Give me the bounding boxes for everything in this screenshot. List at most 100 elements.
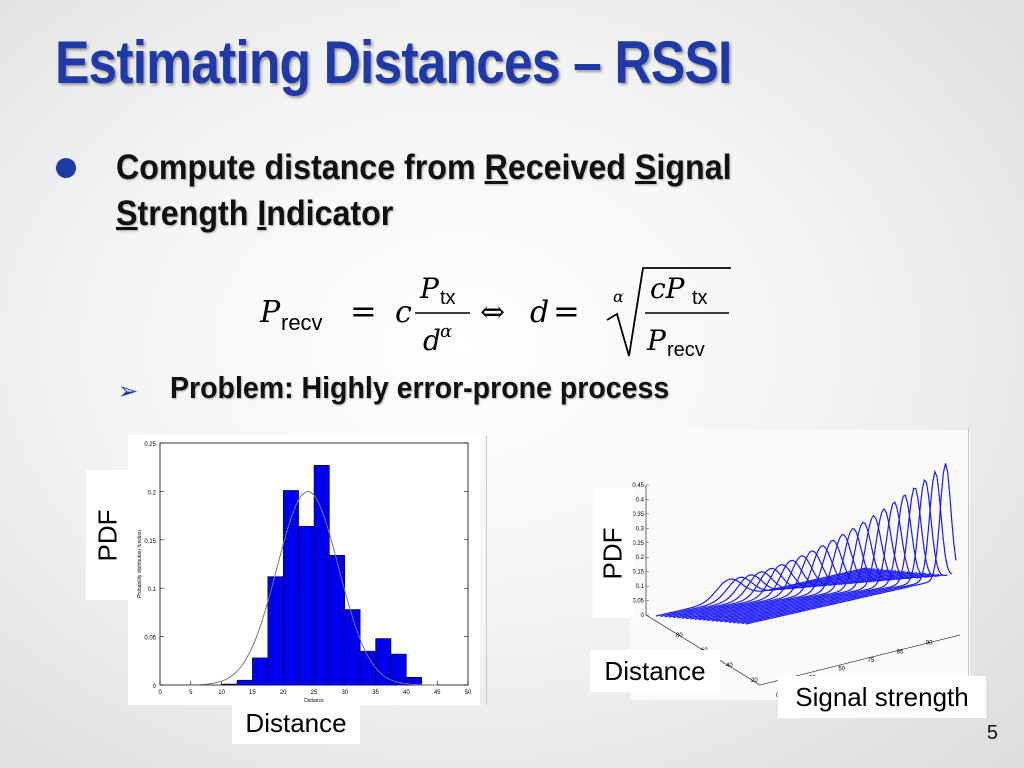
waterfall-series-line xyxy=(660,567,871,617)
left-pdf-label: PDF xyxy=(86,470,130,600)
waterfall-z-tick-label: 0.2 xyxy=(636,555,645,561)
formula-c: c xyxy=(395,295,412,330)
waterfall-y-tick-label: 90 xyxy=(926,641,933,647)
waterfall-series-line xyxy=(677,563,888,619)
histogram-bar xyxy=(375,638,392,686)
waterfall-z-tick-label: 0.25 xyxy=(632,541,644,547)
histogram-x-tick-label: 25 xyxy=(311,690,318,696)
sub-bullet-text: Problem: Highly error-prone process xyxy=(170,370,670,405)
waterfall-series-line xyxy=(724,500,935,623)
bullet-s2-rest: trength xyxy=(137,194,258,233)
histogram-y-tick-label: 0.05 xyxy=(144,636,156,642)
formula-den: d xyxy=(423,324,441,357)
formula-num-sub: tx xyxy=(440,287,456,309)
histogram-bar xyxy=(221,683,238,686)
bullet-s: S xyxy=(634,148,657,187)
histogram-panel: 0 0.05 0.1 0.15 0.2 0.25 0 5 10 15 20 25 30 35 40 45 50 D… xyxy=(128,435,480,705)
rssi-formula: P recv = c P tx d α ⇔ d = α cP tx P recv xyxy=(259,267,731,360)
formula-lhs: P xyxy=(259,295,281,330)
histogram-chart: 0 0.05 0.1 0.15 0.2 0.25 0 5 10 15 20 25 30 35 40 45 50 D… xyxy=(137,442,472,704)
histogram-x-tick-label: 5 xyxy=(189,690,193,696)
histogram-bar xyxy=(298,525,315,686)
histogram-y-axis-label: Probability distribution function xyxy=(137,530,143,598)
formula-eq2: = xyxy=(553,292,580,330)
right-pdf-label: PDF xyxy=(593,488,633,618)
waterfall-y-tick-label: 85 xyxy=(897,649,904,655)
histogram-x-tick-label: 0 xyxy=(158,690,162,696)
formula-d: d xyxy=(530,295,549,330)
waterfall-series-line xyxy=(711,521,922,622)
histogram-y-tick-label: 0 xyxy=(153,684,157,690)
histogram-y-tick-label: 0.15 xyxy=(144,539,156,545)
histogram-bar xyxy=(344,609,361,686)
waterfall-series-line xyxy=(720,507,931,623)
waterfall-series-line xyxy=(737,478,948,624)
histogram-y-tick-label: 0.25 xyxy=(144,442,156,448)
divider-left xyxy=(486,435,487,705)
histogram-x-tick-label: 15 xyxy=(249,690,256,696)
histogram-x-tick-label: 50 xyxy=(465,690,472,696)
divider-right xyxy=(968,428,969,678)
formula-root-den-sub: recv xyxy=(667,339,705,360)
right-distance-text: Distance xyxy=(604,655,706,686)
waterfall-series-line xyxy=(668,568,880,618)
waterfall-chart: 00.050.10.150.20.250.30.350.40.458060402… xyxy=(632,463,961,699)
signal-strength-label: Signal strength xyxy=(778,676,986,718)
right-pdf-text: PDF xyxy=(597,527,628,579)
waterfall-series-line xyxy=(732,487,944,624)
formula-den-exp: α xyxy=(440,321,452,342)
waterfall-series-line xyxy=(664,568,875,618)
histogram-bar xyxy=(390,653,407,686)
signal-strength-text: Signal strength xyxy=(795,681,969,712)
left-pdf-text: PDF xyxy=(92,509,123,561)
waterfall-series-line xyxy=(694,545,905,620)
bullet-dot xyxy=(56,158,76,178)
histogram-x-tick-label: 30 xyxy=(341,690,348,696)
histogram-x-tick-label: 45 xyxy=(434,690,441,696)
bullet-text: Compute distance from Received Signal Str… xyxy=(116,145,870,237)
right-distance-label: Distance xyxy=(590,650,720,692)
waterfall-z-tick-label: 0 xyxy=(641,613,645,619)
bullet-i: I xyxy=(257,194,267,233)
histogram-fit-curve xyxy=(190,490,438,686)
histogram-y-tick-label: 0.1 xyxy=(148,587,157,593)
formula-root-index: α xyxy=(613,287,624,306)
waterfall-y-tick-label: 75 xyxy=(868,658,875,664)
histogram-bar xyxy=(252,657,269,686)
waterfall-z-tick-label: 0.35 xyxy=(632,512,644,518)
formula-root-den: P xyxy=(646,324,667,357)
waterfall-series-line xyxy=(681,559,892,619)
waterfall-z-tick-label: 0.3 xyxy=(636,526,645,532)
waterfall-z-tick-label: 0.05 xyxy=(632,599,644,605)
waterfall-y-tick-label: 50 xyxy=(838,667,845,673)
waterfall-series-line xyxy=(690,550,901,620)
formula-root-num: cP xyxy=(650,272,686,305)
histogram-x-tick-label: 10 xyxy=(218,690,225,696)
bullet-prefix: Compute distance from xyxy=(116,148,485,187)
formula-num: P xyxy=(419,272,440,305)
bullet-r-rest: eceived xyxy=(507,148,635,187)
waterfall-z-tick-label: 0.45 xyxy=(632,483,644,489)
formula-lhs-sub: recv xyxy=(281,310,323,335)
waterfall-z-tick-label: 0.1 xyxy=(636,584,645,590)
waterfall-series-line xyxy=(728,494,940,624)
waterfall-series-line xyxy=(707,528,918,622)
waterfall-x-tick-label: 80 xyxy=(676,633,683,639)
histogram-bar xyxy=(236,679,253,686)
bullet-r: R xyxy=(484,148,508,187)
histogram-x-axis-label: Distance xyxy=(304,698,324,704)
bullet-s2: S xyxy=(116,194,138,233)
waterfall-series-line xyxy=(741,469,953,625)
formula-root-sign xyxy=(606,267,731,357)
page-number: 5 xyxy=(986,722,998,744)
waterfall-z-tick-label: 0.15 xyxy=(632,570,644,576)
waterfall-x-tick-label: 40 xyxy=(726,663,733,669)
waterfall-series-line xyxy=(745,463,957,625)
histogram-x-tick-label: 20 xyxy=(280,690,287,696)
histogram-x-tick-label: 35 xyxy=(372,690,379,696)
slide-title: Estimating Distances – RSSI xyxy=(55,29,732,96)
formula-root-num-sub: tx xyxy=(692,287,708,309)
left-distance-text: Distance xyxy=(245,707,347,738)
left-distance-label: Distance xyxy=(232,702,360,744)
waterfall-z-tick-label: 0.4 xyxy=(636,497,645,503)
